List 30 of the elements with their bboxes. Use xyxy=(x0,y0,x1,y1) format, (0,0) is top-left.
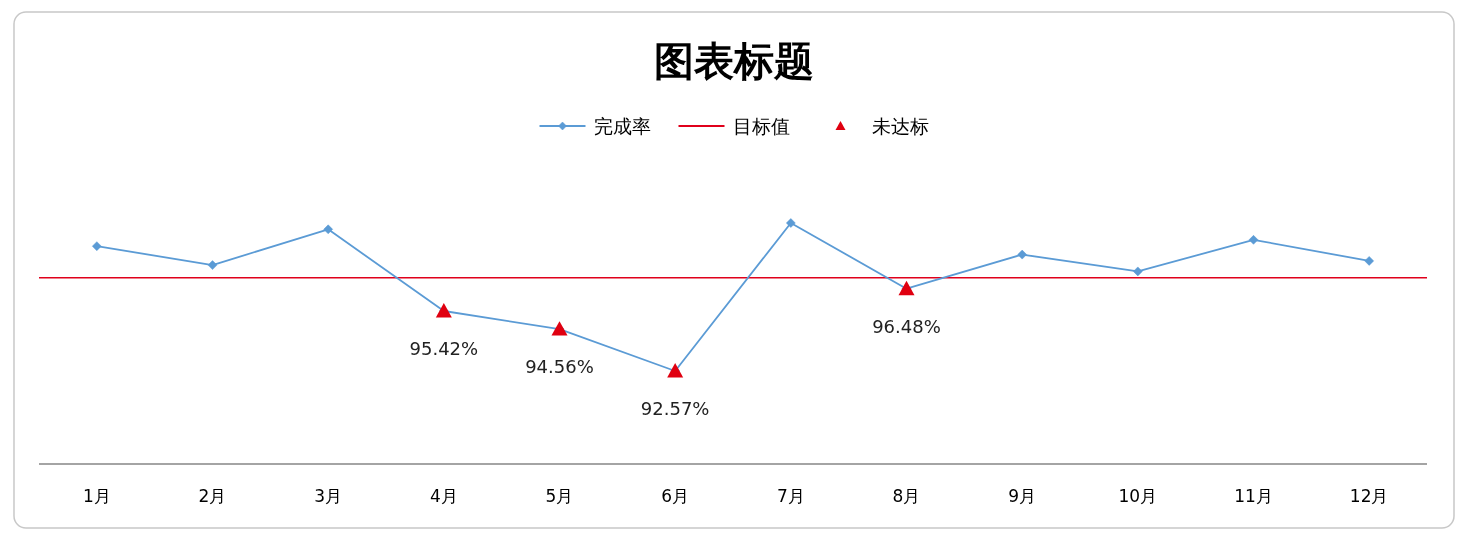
title: 图表标题 xyxy=(654,37,814,84)
point xyxy=(1133,266,1143,277)
x-tick: 4月 xyxy=(429,486,458,506)
data-label: 92.57% xyxy=(640,398,710,419)
x-tick: 3月 xyxy=(314,486,343,506)
point xyxy=(1364,256,1374,266)
data-label: 96.48% xyxy=(872,315,941,337)
x-tick: 1月 xyxy=(82,486,111,506)
x-tick: 10月 xyxy=(1118,486,1158,506)
x-tick: 9月 xyxy=(1008,486,1037,506)
x-tick: 5月 xyxy=(545,486,574,506)
legend-label: 目标值 xyxy=(732,115,790,137)
x-tick: 8月 xyxy=(892,486,921,506)
point xyxy=(1017,249,1027,260)
data-label: 95.42% xyxy=(409,338,479,359)
x-tick: 7月 xyxy=(776,486,805,506)
data-label: 94.56% xyxy=(525,356,594,378)
legend-label: 未达标 xyxy=(871,115,929,137)
point xyxy=(92,241,102,251)
x-tick: 6月 xyxy=(661,486,690,506)
point xyxy=(786,218,796,228)
x-tick: 12月 xyxy=(1349,486,1389,506)
legend-label: 完成率 xyxy=(593,115,651,137)
point xyxy=(667,363,684,378)
x-tick: 2月 xyxy=(198,486,227,506)
x-tick: 11月 xyxy=(1234,486,1273,506)
point xyxy=(435,303,452,318)
point xyxy=(207,260,218,270)
point xyxy=(323,224,333,235)
point xyxy=(1248,235,1259,245)
